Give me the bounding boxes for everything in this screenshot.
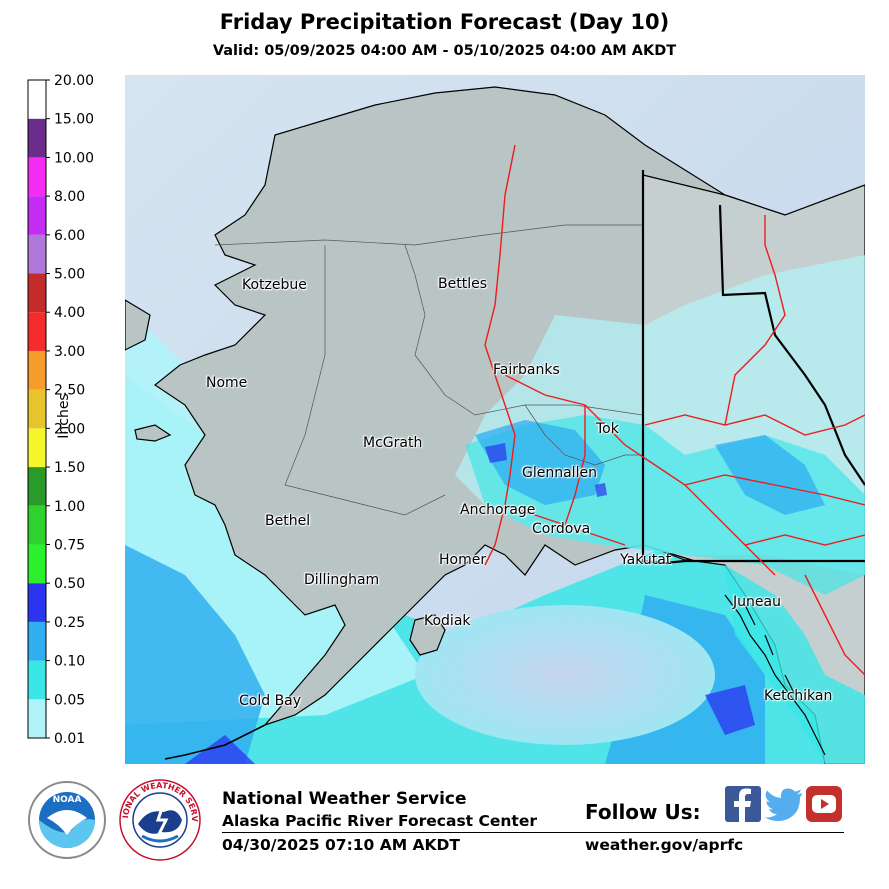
agency-name: National Weather Service	[222, 789, 467, 809]
aleutian-chain	[164, 724, 266, 760]
colorbar-swatch	[28, 273, 46, 313]
chukotka-coast	[125, 299, 151, 351]
colorbar-swatch	[28, 389, 46, 429]
city-anchorage: Anchorage	[460, 502, 536, 518]
city-kotzebue: Kotzebue	[242, 277, 307, 293]
issued-time: 04/30/2025 07:10 AM AKDT	[222, 836, 460, 854]
colorbar-swatch	[28, 312, 46, 351]
alaska-canada-border	[641, 170, 865, 565]
city-cordova: Cordova	[532, 521, 591, 537]
colorbar-tick-label: 0.05	[54, 692, 85, 708]
colorbar-swatch	[28, 428, 46, 468]
office-name: Alaska Pacific River Forecast Center	[222, 812, 537, 830]
colorbar-tick-label: 2.00	[54, 421, 85, 437]
colorbar-tick-label: 5.00	[54, 267, 85, 283]
city-ketchikan: Ketchikan	[764, 688, 833, 704]
valid-period: Valid: 05/09/2025 04:00 AM - 05/10/2025 …	[212, 43, 677, 59]
colorbar-swatch	[28, 118, 46, 158]
city-tok: Tok	[596, 421, 619, 437]
city-juneau: Juneau	[733, 594, 781, 610]
city-kodiak: Kodiak	[424, 613, 471, 629]
colorbar-swatch	[28, 660, 46, 700]
precip-gulf-low	[415, 605, 715, 745]
road-network	[484, 144, 865, 676]
footer-divider	[222, 832, 844, 833]
city-fairbanks: Fairbanks	[493, 362, 560, 378]
noaa-logo: NOAA	[28, 781, 106, 859]
city-bethel: Bethel	[265, 513, 311, 529]
colorbar-tick-label: 1.50	[54, 460, 85, 476]
colorbar-tick-label: 6.00	[54, 228, 85, 244]
colorbar-swatch	[28, 467, 46, 506]
colorbar-swatch	[28, 350, 46, 390]
colorbar-label: Inches	[56, 393, 72, 439]
follow-us-label: Follow Us:	[585, 800, 701, 824]
colorbar-swatch	[28, 234, 46, 274]
precip-land-heavy	[485, 443, 607, 497]
colorbar-tick-label: 0.25	[54, 615, 85, 631]
city-nome: Nome	[206, 375, 248, 391]
colorbar-tick-label: 0.75	[54, 537, 85, 553]
colorbar: 0.01 0.05 0.10 0.25 0.50 0.75 1.00 1.50 2.00 2.50…	[27, 73, 94, 747]
colorbar-tick-label: 0.01	[54, 731, 85, 747]
youtube-icon[interactable]	[806, 786, 842, 822]
city-homer: Homer	[439, 552, 487, 568]
twitter-icon[interactable]	[764, 788, 804, 822]
facebook-icon[interactable]	[725, 786, 761, 822]
precip-heavy-south	[185, 685, 755, 764]
yukon-bc-border	[718, 204, 865, 486]
colorbar-swatch	[28, 196, 46, 235]
colorbar-swatch	[28, 699, 46, 738]
colorbar-tick-label: 15.00	[54, 112, 94, 128]
colorbar-tick-label: 3.00	[54, 344, 85, 360]
colorbar-tick-label: 0.50	[54, 576, 85, 592]
colorbar-swatch	[28, 157, 46, 197]
colorbar-tick-label: 4.00	[54, 305, 85, 321]
noaa-logo-text: NOAA	[53, 795, 82, 805]
colorbar-swatch	[28, 544, 46, 584]
colorbar-tick-label: 10.00	[54, 150, 94, 166]
website-link[interactable]: weather.gov/aprfc	[585, 836, 744, 854]
city-cold-bay: Cold Bay	[239, 693, 302, 709]
colorbar-swatch	[28, 80, 46, 119]
colorbar-tick-label: 8.00	[54, 189, 85, 205]
colorbar-swatch	[28, 583, 46, 622]
page-title: Friday Precipitation Forecast (Day 10)	[219, 10, 670, 34]
colorbar-tick-label: 20.00	[54, 73, 94, 89]
city-bettles: Bettles	[438, 276, 487, 292]
southeast-islands	[724, 594, 826, 756]
city-yakutat: Yakutat	[620, 552, 672, 568]
city-mcgrath: McGrath	[363, 435, 423, 451]
precipitation-map[interactable]	[125, 75, 865, 764]
city-glennallen: Glennallen	[522, 465, 597, 481]
st-lawrence-island	[134, 424, 172, 442]
city-dillingham: Dillingham	[304, 572, 380, 588]
colorbar-swatch	[28, 505, 46, 545]
colorbar-border	[27, 79, 47, 739]
region-borders	[214, 224, 644, 516]
colorbar-tick-label: 1.00	[54, 499, 85, 515]
precip-land-heavier	[475, 420, 825, 515]
colorbar-swatch	[28, 621, 46, 661]
colorbar-tick-label: 0.10	[54, 654, 85, 670]
colorbar-tick-label: 2.50	[54, 383, 85, 399]
precip-southeast-panhandle	[725, 565, 865, 764]
precip-ocean-medium-west	[125, 545, 265, 764]
nws-logo: NATIONAL WEATHER SERVICE	[118, 778, 201, 861]
kodiak-island	[409, 614, 446, 656]
